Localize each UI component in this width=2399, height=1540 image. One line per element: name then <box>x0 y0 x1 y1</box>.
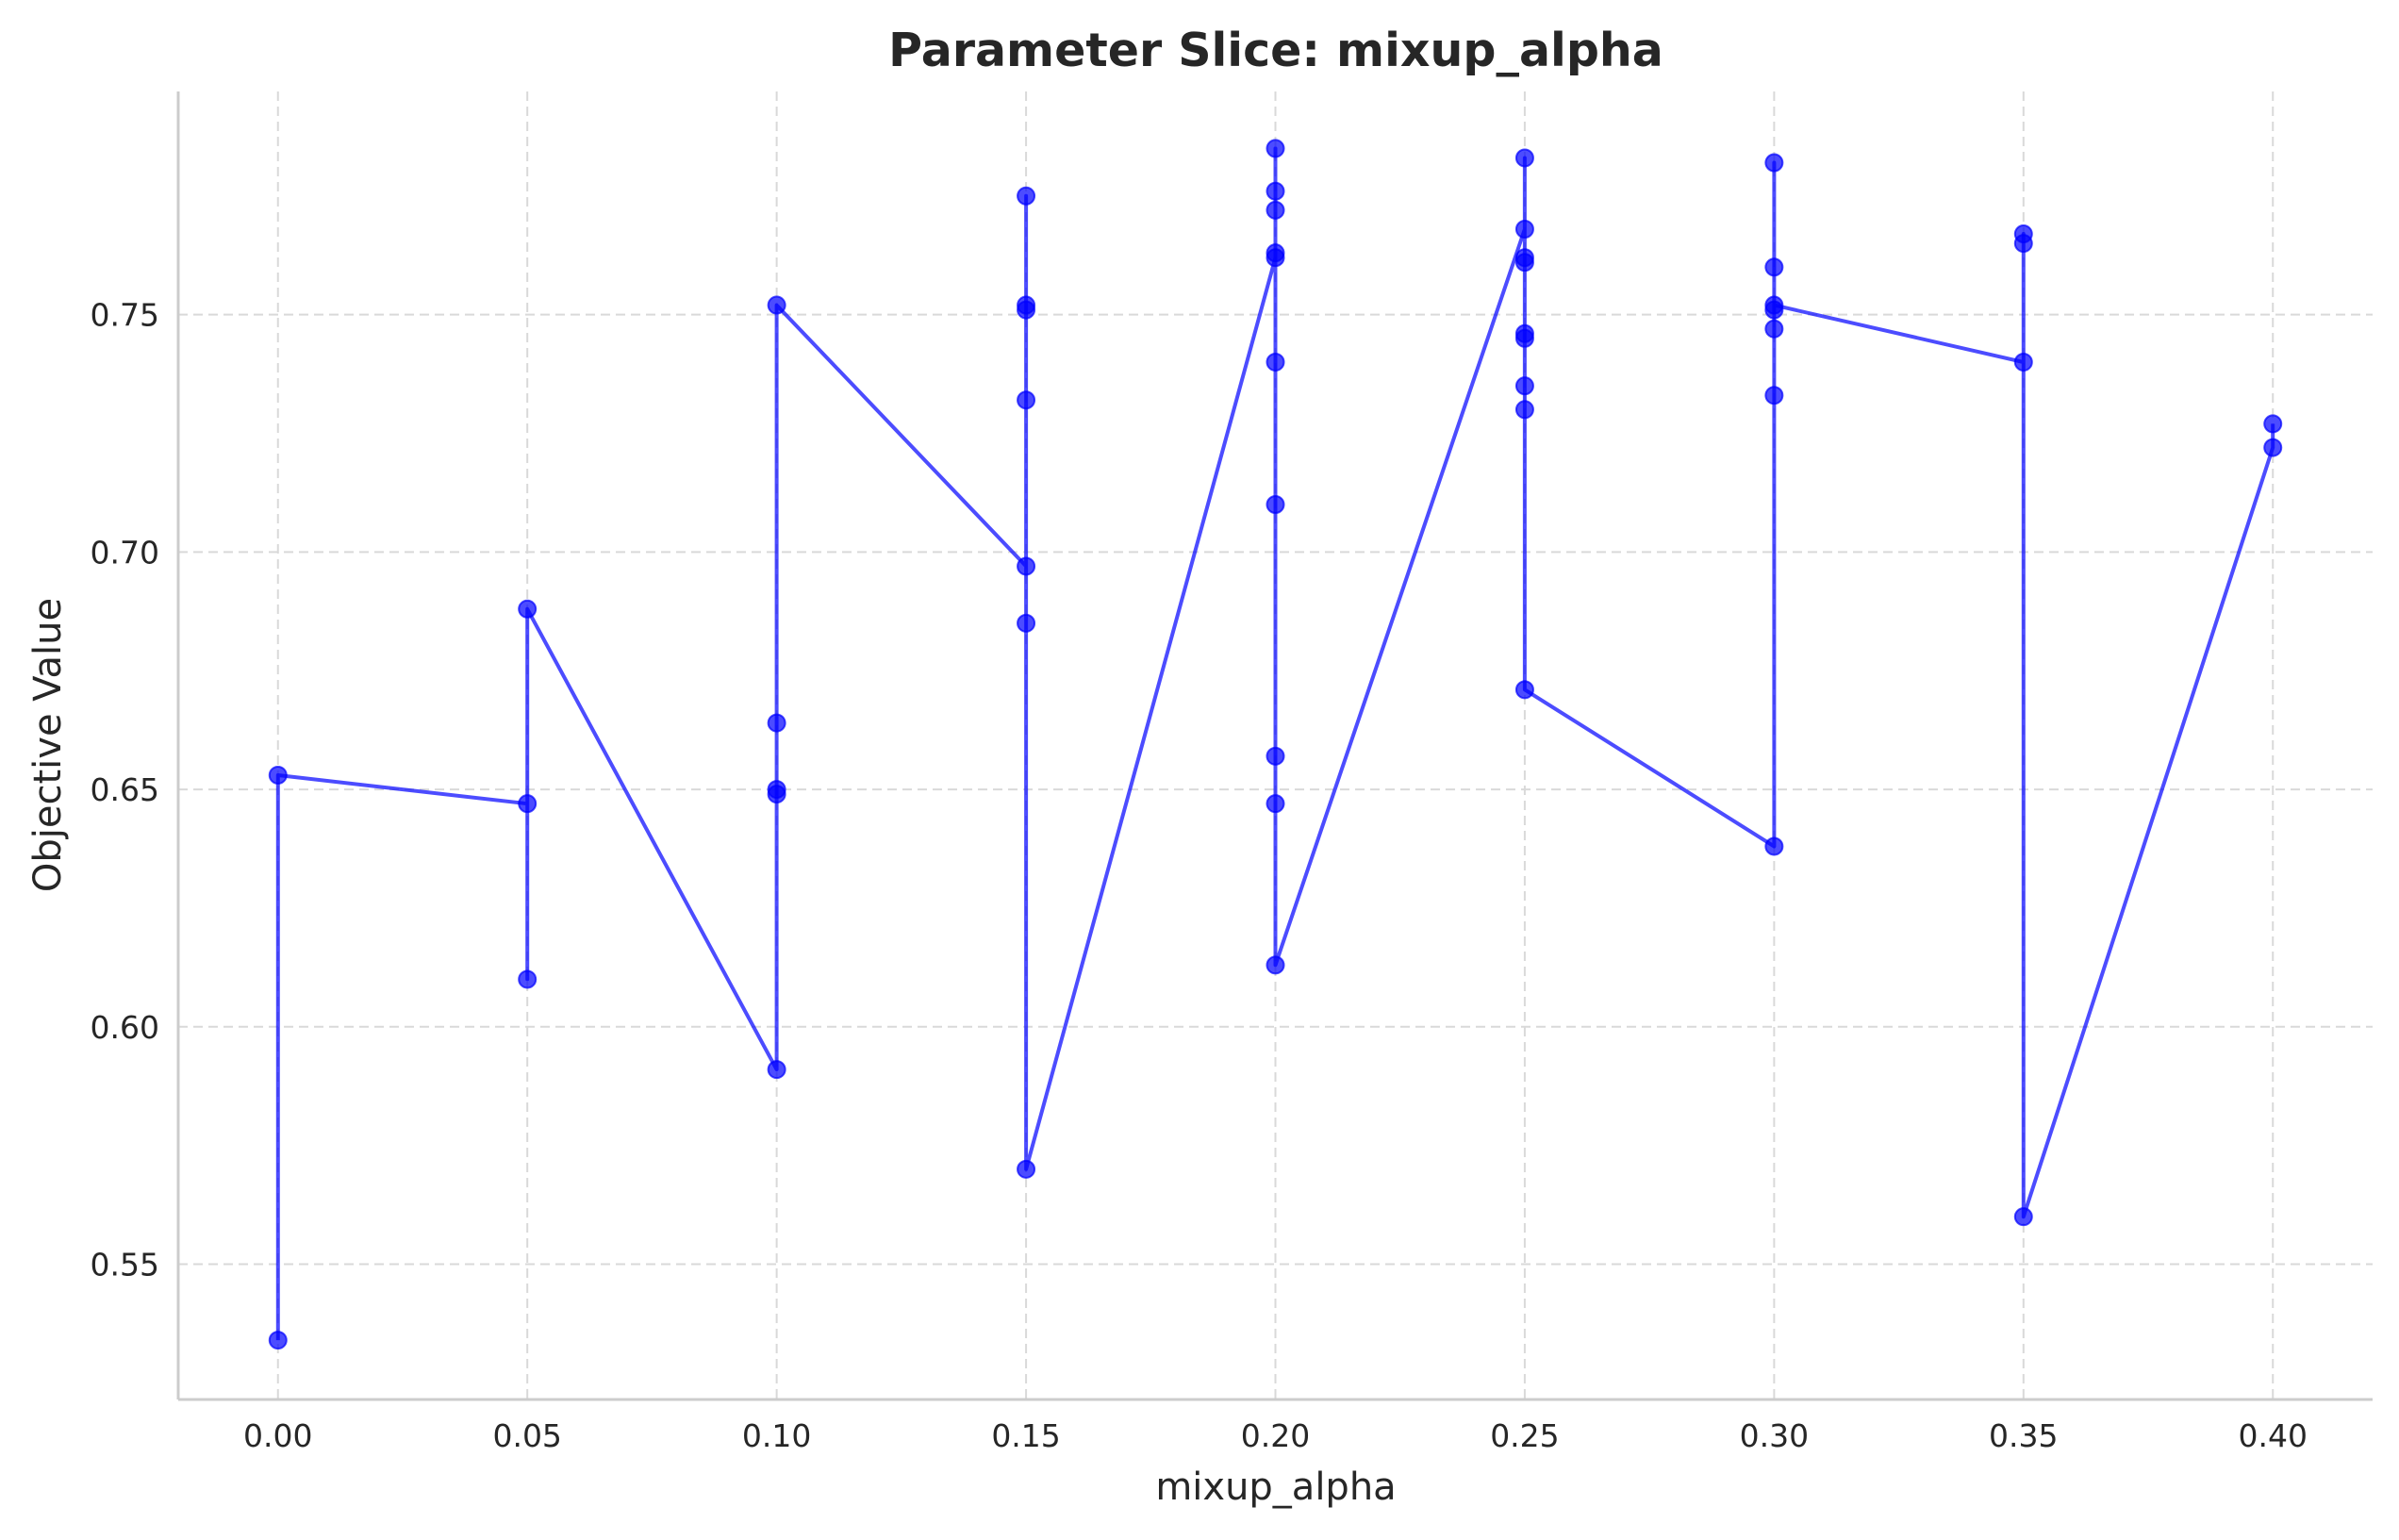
data-point <box>1266 955 1285 975</box>
x-axis-label: mixup_alpha <box>1155 1465 1396 1509</box>
data-point <box>2013 224 2033 244</box>
data-point <box>518 969 538 989</box>
data-point <box>1266 352 1285 372</box>
y-axis-label: Objective Value <box>26 598 70 892</box>
data-point <box>1764 153 1784 173</box>
x-tick-label: 0.05 <box>492 1417 561 1454</box>
x-tick-label: 0.30 <box>1740 1417 1809 1454</box>
series-line <box>275 146 2275 1341</box>
y-tick-label: 0.65 <box>91 771 159 808</box>
data-point <box>1017 556 1036 576</box>
data-point <box>767 713 786 733</box>
data-point <box>268 765 288 785</box>
data-point <box>2263 438 2283 457</box>
data-point <box>2013 352 2033 372</box>
data-point <box>1764 836 1784 856</box>
x-tick-label: 0.35 <box>1989 1417 2058 1454</box>
y-tick-label: 0.55 <box>91 1247 159 1283</box>
data-point <box>1764 295 1784 315</box>
data-point <box>2263 414 2283 434</box>
data-point <box>1764 386 1784 406</box>
data-point <box>1266 495 1285 514</box>
data-point <box>1266 794 1285 814</box>
x-tick-label: 0.25 <box>1490 1417 1559 1454</box>
data-point <box>1017 186 1036 206</box>
y-tick-label: 0.60 <box>91 1009 159 1046</box>
data-point <box>1514 400 1534 420</box>
tick-labels: 0.00 0.05 0.10 0.15 0.20 0.25 0.30 0.35 0.40 0.55… <box>91 297 2308 1454</box>
data-point <box>767 1060 786 1080</box>
x-tick-label: 0.40 <box>2238 1417 2307 1454</box>
data-point <box>1266 746 1285 766</box>
x-tick-label: 0.10 <box>742 1417 811 1454</box>
chart-title: Parameter Slice: mixup_alpha <box>888 24 1663 77</box>
data-point <box>1266 139 1285 158</box>
data-point <box>767 295 786 315</box>
x-tick-label: 0.20 <box>1241 1417 1310 1454</box>
series-line <box>275 146 2275 1341</box>
data-point <box>1514 220 1534 239</box>
data-point <box>1514 248 1534 268</box>
data-point <box>767 780 786 800</box>
data-point <box>2013 1207 2033 1227</box>
data-point <box>1514 328 1534 348</box>
series-markers <box>268 139 2283 1350</box>
x-tick-label: 0.15 <box>991 1417 1060 1454</box>
data-point <box>1017 390 1036 410</box>
data-point <box>1017 613 1036 633</box>
y-tick-label: 0.75 <box>91 297 159 334</box>
data-point <box>1266 243 1285 263</box>
data-point <box>1514 376 1534 396</box>
data-point <box>518 599 538 619</box>
data-point <box>1266 200 1285 220</box>
data-point <box>1017 1159 1036 1179</box>
data-point <box>1514 680 1534 700</box>
data-point <box>1764 319 1784 339</box>
y-tick-label: 0.70 <box>91 534 159 571</box>
data-point <box>268 1331 288 1350</box>
data-point <box>518 794 538 814</box>
data-point <box>1764 257 1784 277</box>
data-point <box>1017 295 1036 315</box>
axes <box>176 91 2373 1401</box>
data-point <box>1266 181 1285 201</box>
x-tick-label: 0.00 <box>243 1417 312 1454</box>
data-point <box>1514 148 1534 168</box>
